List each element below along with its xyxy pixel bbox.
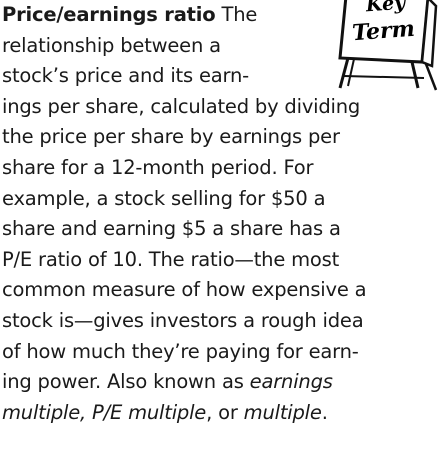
text: , or bbox=[206, 401, 244, 424]
sign-leg bbox=[340, 58, 348, 88]
sign-leg bbox=[348, 59, 354, 86]
text-line: multiple, P/E multiple, or multiple. bbox=[2, 398, 328, 428]
sign-leg bbox=[426, 64, 436, 90]
text-line: stock is—gives investors a rough idea bbox=[2, 306, 363, 336]
text-line: ings per share, calculated by dividing bbox=[2, 92, 360, 122]
text-line: share and earning $5 a share has a bbox=[2, 214, 341, 244]
alias: multiple bbox=[244, 401, 322, 424]
key-term-icon: Key Term bbox=[328, 0, 440, 92]
text: relationship between a bbox=[2, 34, 221, 57]
text-line: ing power. Also known as earnings bbox=[2, 367, 333, 397]
text: the price per share by earnings per bbox=[2, 125, 340, 148]
text: . bbox=[322, 401, 328, 424]
text: ings per share, calculated by dividing bbox=[2, 95, 360, 118]
text: The bbox=[215, 3, 257, 26]
text: P/E ratio of 10. The ratio—the most bbox=[2, 248, 339, 271]
page: Key Term Price/earnings ratio The relatio… bbox=[0, 0, 440, 450]
text: ing power. Also known as bbox=[2, 370, 250, 393]
sign-brace bbox=[344, 76, 424, 78]
text: stock is—gives investors a rough idea bbox=[2, 309, 363, 332]
text-line: the price per share by earnings per bbox=[2, 122, 340, 152]
text-line: relationship between a bbox=[2, 31, 221, 61]
text-line: Price/earnings ratio The bbox=[2, 0, 257, 30]
text: example, a stock selling for $50 a bbox=[2, 187, 325, 210]
text: common measure of how expensive a bbox=[2, 278, 366, 301]
alias: multiple, P/E multiple bbox=[2, 401, 206, 424]
text-line: P/E ratio of 10. The ratio—the most bbox=[2, 245, 339, 275]
term: Price/earnings ratio bbox=[2, 3, 215, 26]
sign-leg bbox=[412, 62, 418, 88]
text-line: of how much they’re paying for earn- bbox=[2, 337, 359, 367]
alias: earnings bbox=[250, 370, 333, 393]
text: share and earning $5 a share has a bbox=[2, 217, 341, 240]
text-line: share for a 12-month period. For bbox=[2, 153, 313, 183]
text: stock’s price and its earn- bbox=[2, 64, 249, 87]
text: share for a 12-month period. For bbox=[2, 156, 313, 179]
text-line: common measure of how expensive a bbox=[2, 275, 366, 305]
text: of how much they’re paying for earn- bbox=[2, 340, 359, 363]
text-line: example, a stock selling for $50 a bbox=[2, 184, 325, 214]
icon-label: Term bbox=[351, 16, 415, 46]
text-line: stock’s price and its earn- bbox=[2, 61, 249, 91]
